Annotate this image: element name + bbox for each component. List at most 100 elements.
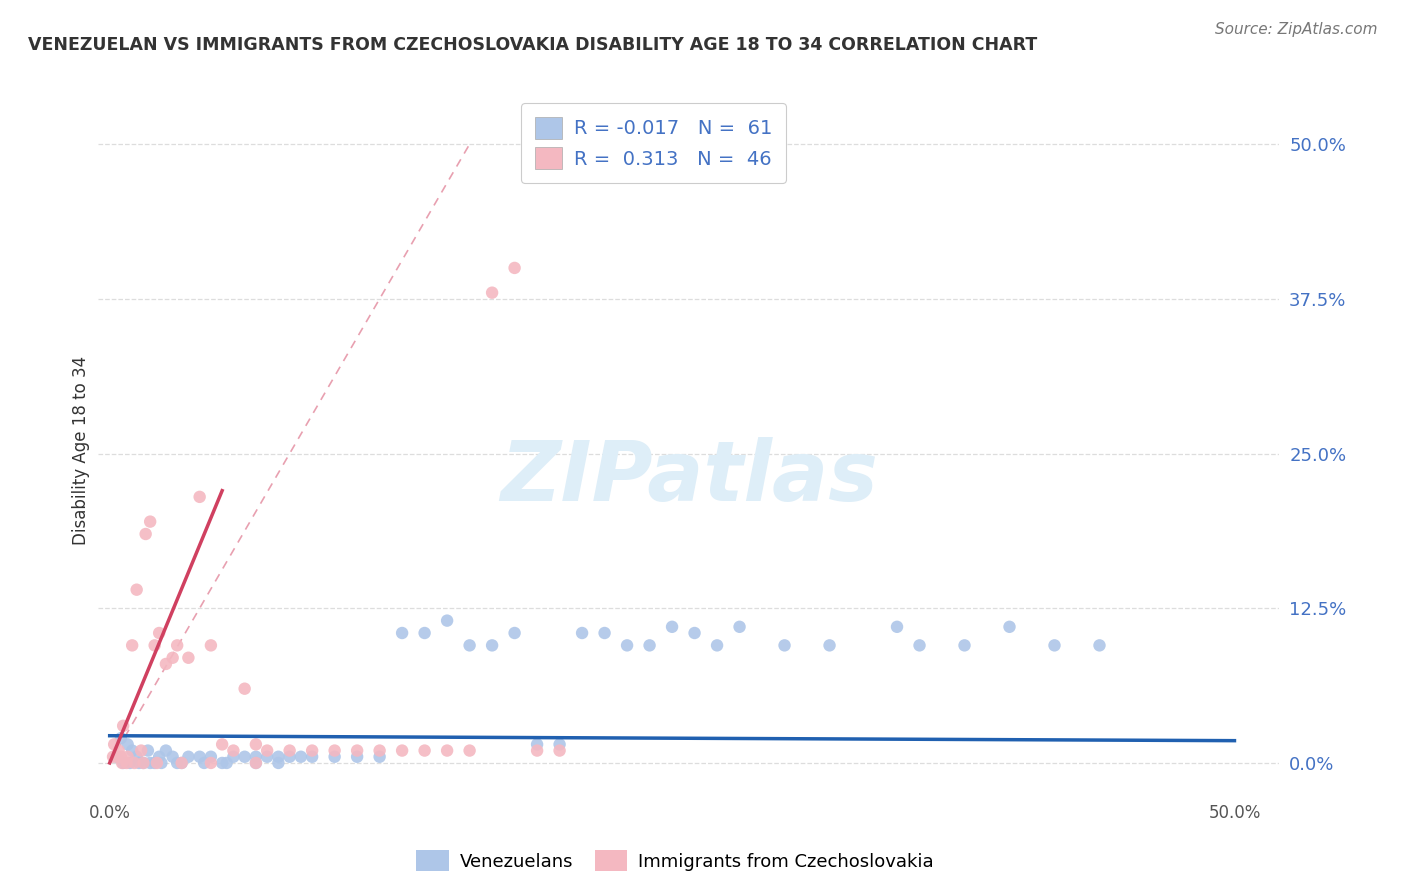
Point xyxy=(222,743,245,757)
Point xyxy=(245,756,267,770)
Point xyxy=(132,756,155,770)
Point xyxy=(162,650,184,665)
Point xyxy=(105,749,128,764)
Point xyxy=(1043,639,1066,653)
Point xyxy=(301,743,323,757)
Point xyxy=(998,620,1021,634)
Point xyxy=(200,749,222,764)
Point xyxy=(128,756,150,770)
Point xyxy=(110,749,132,764)
Point xyxy=(124,756,146,770)
Point xyxy=(391,626,413,640)
Point xyxy=(150,756,173,770)
Point xyxy=(503,260,526,275)
Text: Source: ZipAtlas.com: Source: ZipAtlas.com xyxy=(1215,22,1378,37)
Point xyxy=(139,756,162,770)
Point xyxy=(170,756,193,770)
Point xyxy=(166,639,188,653)
Point xyxy=(638,639,661,653)
Point xyxy=(136,743,159,757)
Point xyxy=(125,582,148,597)
Legend: R = -0.017   N =  61, R =  0.313   N =  46: R = -0.017 N = 61, R = 0.313 N = 46 xyxy=(522,103,786,183)
Point xyxy=(107,749,129,764)
Point xyxy=(112,756,135,770)
Point xyxy=(908,639,931,653)
Point xyxy=(548,743,571,757)
Point xyxy=(101,749,124,764)
Point xyxy=(118,756,141,770)
Point xyxy=(110,731,132,746)
Point xyxy=(245,738,267,752)
Text: ZIPatlas: ZIPatlas xyxy=(501,437,877,518)
Point xyxy=(413,626,436,640)
Text: VENEZUELAN VS IMMIGRANTS FROM CZECHOSLOVAKIA DISABILITY AGE 18 TO 34 CORRELATION: VENEZUELAN VS IMMIGRANTS FROM CZECHOSLOV… xyxy=(28,36,1038,54)
Point xyxy=(111,756,134,770)
Point xyxy=(818,639,841,653)
Point xyxy=(135,527,157,541)
Point xyxy=(200,756,222,770)
Point xyxy=(112,719,135,733)
Legend: Venezuelans, Immigrants from Czechoslovakia: Venezuelans, Immigrants from Czechoslova… xyxy=(409,843,941,879)
Point xyxy=(436,614,458,628)
Point xyxy=(346,749,368,764)
Point xyxy=(188,749,211,764)
Point xyxy=(125,749,148,764)
Point xyxy=(121,639,143,653)
Point xyxy=(200,639,222,653)
Point xyxy=(391,743,413,757)
Point xyxy=(256,749,278,764)
Point xyxy=(177,749,200,764)
Point xyxy=(1088,639,1111,653)
Point xyxy=(278,749,301,764)
Point xyxy=(706,639,728,653)
Point xyxy=(115,756,138,770)
Point xyxy=(121,743,143,757)
Point xyxy=(146,756,169,770)
Point xyxy=(132,756,155,770)
Point xyxy=(222,749,245,764)
Point xyxy=(215,756,238,770)
Point xyxy=(188,490,211,504)
Point xyxy=(256,743,278,757)
Point xyxy=(436,743,458,757)
Point xyxy=(886,620,908,634)
Point xyxy=(148,749,170,764)
Point xyxy=(245,749,267,764)
Point xyxy=(368,743,391,757)
Point xyxy=(162,749,184,764)
Point xyxy=(139,515,162,529)
Point xyxy=(526,743,548,757)
Point xyxy=(245,756,267,770)
Point xyxy=(953,639,976,653)
Point xyxy=(290,749,312,764)
Point xyxy=(661,620,683,634)
Point xyxy=(117,749,139,764)
Point xyxy=(233,681,256,696)
Point xyxy=(155,657,177,671)
Point xyxy=(458,639,481,653)
Point xyxy=(728,620,751,634)
Point xyxy=(773,639,796,653)
Point xyxy=(616,639,638,653)
Point xyxy=(503,626,526,640)
Point xyxy=(301,749,323,764)
Point xyxy=(143,639,166,653)
Point xyxy=(267,756,290,770)
Point xyxy=(481,639,503,653)
Point xyxy=(323,743,346,757)
Point xyxy=(683,626,706,640)
Point xyxy=(170,756,193,770)
Point xyxy=(117,738,139,752)
Point xyxy=(267,749,290,764)
Point xyxy=(211,738,233,752)
Point xyxy=(278,743,301,757)
Point xyxy=(458,743,481,757)
Point xyxy=(103,738,125,752)
Point xyxy=(107,743,129,757)
Point xyxy=(548,738,571,752)
Point xyxy=(571,626,593,640)
Point xyxy=(155,743,177,757)
Point xyxy=(211,756,233,770)
Y-axis label: Disability Age 18 to 34: Disability Age 18 to 34 xyxy=(72,356,90,545)
Point xyxy=(148,626,170,640)
